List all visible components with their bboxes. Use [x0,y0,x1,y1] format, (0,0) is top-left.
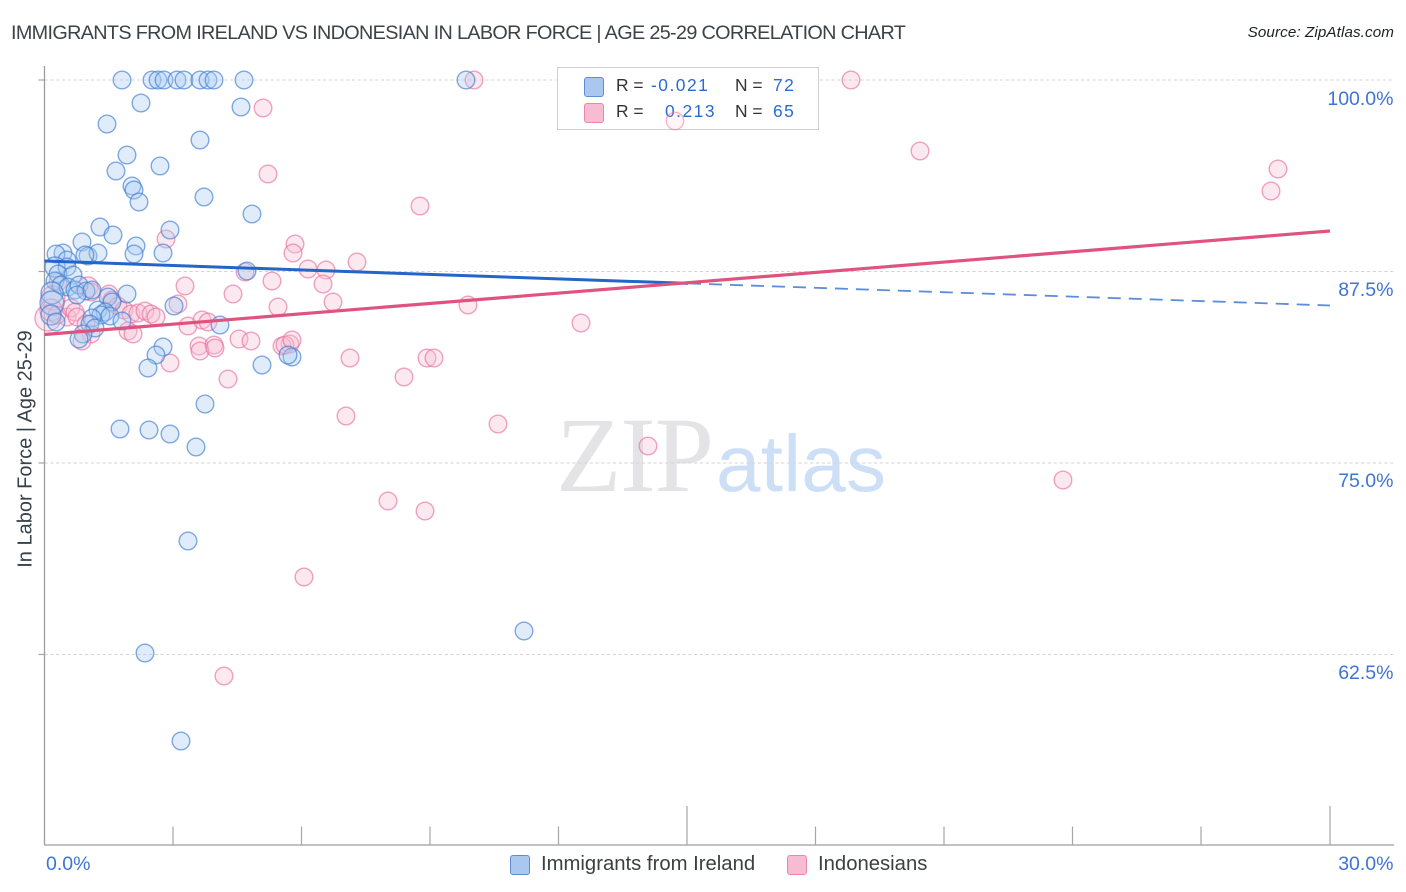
svg-text:ZIP: ZIP [556,397,714,515]
